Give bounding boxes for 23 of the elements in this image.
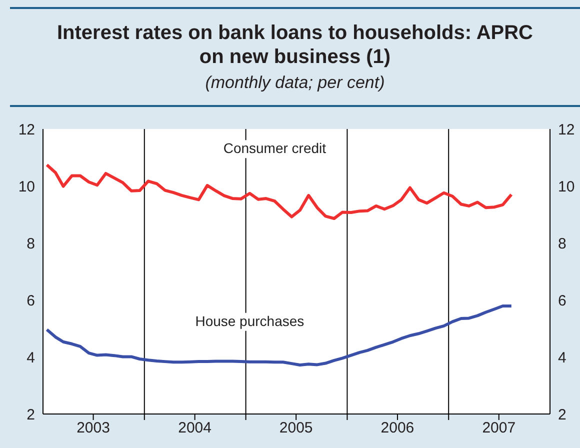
chart-subtitle: (monthly data; per cent) [204, 73, 386, 93]
x-tick-label: 2007 [482, 420, 516, 437]
y-tick-label: 12 [18, 121, 35, 138]
x-tick-label: 2003 [76, 420, 110, 437]
y-tick-label: 6 [26, 292, 35, 310]
y2-tick-label: 10 [558, 178, 575, 196]
text: House purchases [195, 312, 304, 329]
y-tick-label: 2 [26, 406, 35, 424]
y-tick-label: 8 [26, 235, 35, 252]
x-tick-label: 2005 [279, 420, 313, 437]
line-series [45, 304, 513, 366]
text: Consumer credit [223, 140, 326, 156]
y2-tick-label: 12 [558, 121, 575, 138]
line-series [45, 163, 513, 220]
x-tick-label: 2004 [178, 420, 212, 437]
y-tick-label: 4 [26, 349, 35, 366]
y2-tick-label: 8 [558, 235, 566, 252]
x-tick-label: 2006 [380, 420, 414, 437]
chart-title: Interest rates on bank loans to households: APRC on new business (1) [56, 21, 534, 69]
y2-tick-label: 2 [558, 406, 566, 424]
y2-tick-label: 6 [558, 292, 566, 310]
y-tick-label: 10 [18, 178, 35, 196]
y2-tick-label: 4 [558, 349, 566, 366]
